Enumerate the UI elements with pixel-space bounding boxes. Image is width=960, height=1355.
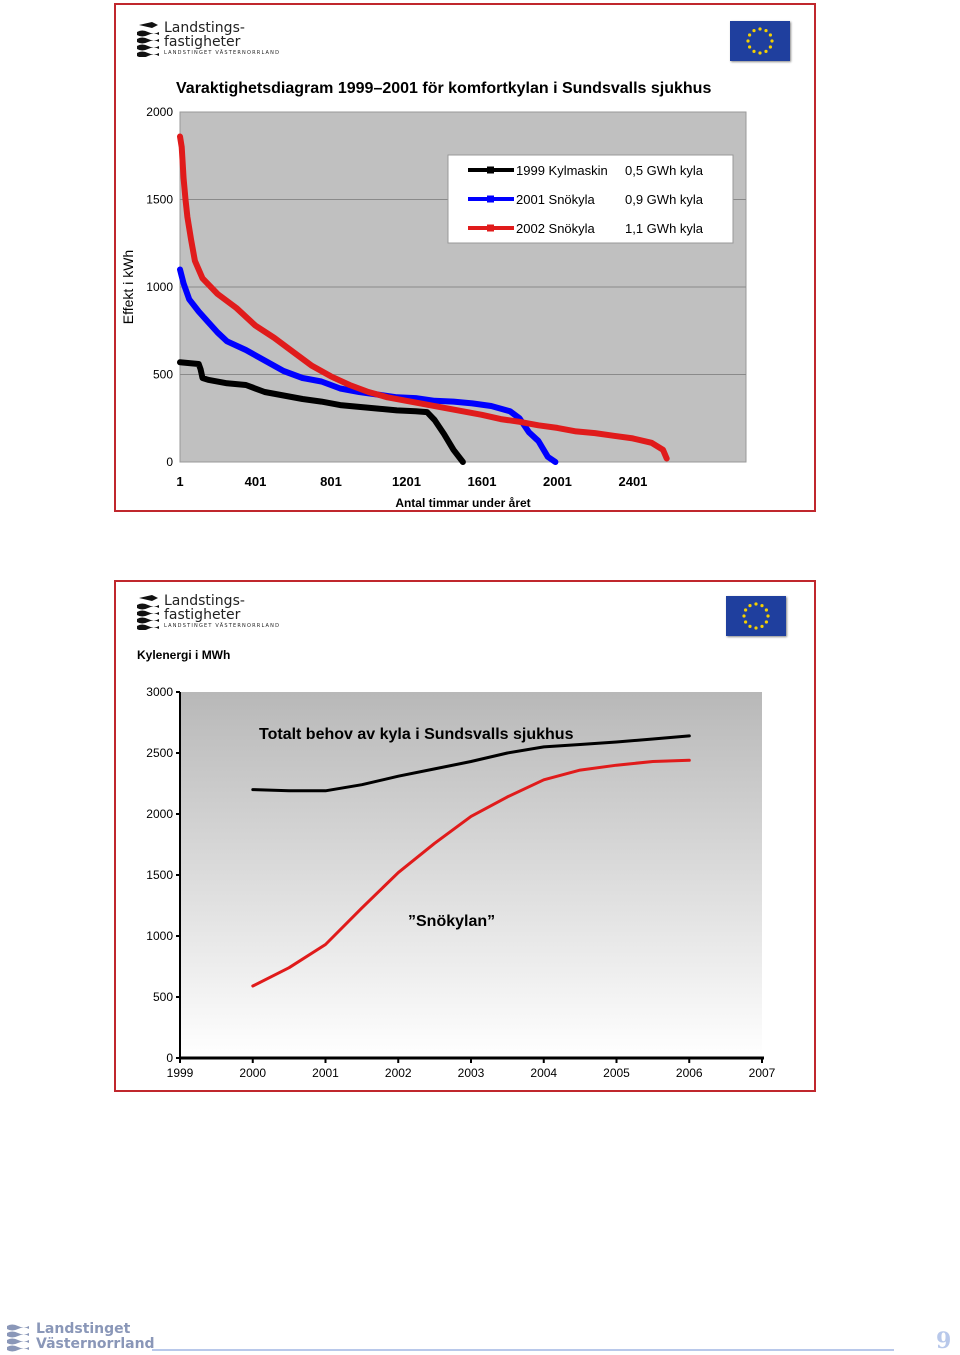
chart2-y-tick: 2500 [146,746,173,760]
chart1-legend-note: 0,9 GWh kyla [625,192,704,207]
annotation-snokylan: ”Snökylan” [408,913,495,930]
eu-star-icon [770,39,774,43]
eu-flag-icon [726,596,786,636]
eu-star-icon [744,608,748,612]
chart2-y-tick: 1500 [146,868,173,882]
eu-star-icon [758,27,762,31]
chart1-legend: 1999 Kylmaskin 0,5 GWh kyla 2001 Snökyla 0,… [447,154,734,244]
landstingsfastigheter-logo: Landstings- fastigheter LANDSTINGET VÄST… [136,594,280,630]
eu-star-icon [748,33,752,37]
chart1-x-axis-label: Antal timmar under året [395,496,530,510]
slide-cooling-energy-chart: Landstings- fastigheter LANDSTINGET VÄST… [114,580,816,1092]
chart2-y-tick: 2000 [146,807,173,821]
chart1-series-line-1 [177,266,559,465]
eu-star-icon [760,624,764,628]
eu-star-icon [764,29,768,33]
chart2-y-tick: 0 [166,1051,173,1065]
eu-star-icon [744,620,748,624]
chart2-x-tick: 2000 [239,1066,266,1080]
chart2-x-tick: 2005 [603,1066,630,1080]
chart2-y-tick: 1000 [146,929,173,943]
chart1-y-tick: 1000 [146,280,173,294]
chart2-x-tick: 2003 [458,1066,485,1080]
chart1-x-tick: 1 [176,474,183,489]
eu-star-icon [748,624,752,628]
logo-line1: Landstings- [164,20,245,36]
chart2-x-tick: 1999 [167,1066,194,1080]
eu-star-icon [742,614,746,618]
chart2-y-tick: 500 [153,990,173,1004]
chart1-legend-label: 2002 Snökyla [516,221,596,236]
chart1-y-tick: 2000 [146,105,173,119]
chart1-y-tick: 500 [153,368,173,382]
chart1-y-tick: 0 [166,455,173,469]
logo-tagline: LANDSTINGET VÄSTERNORRLAND [164,50,281,56]
eu-star-icon [764,620,768,624]
chart1-x-tick: 1201 [392,474,421,489]
eu-star-icon [752,29,756,33]
chart1-legend-label: 1999 Kylmaskin [516,163,608,178]
chart1-legend-marker [487,224,494,232]
footer-logo-line1: Landstinget [36,1321,131,1337]
eu-star-icon [768,45,772,49]
chart1-y-tick: 1500 [146,193,173,207]
chart2-y-axis-label: Kylenergi i MWh [137,648,230,662]
logo-tagline: LANDSTINGET VÄSTERNORRLAND [164,623,281,629]
footer-logo-line2: Västernorrland [36,1336,155,1352]
chart1-x-tick: 2401 [618,474,647,489]
chart1-series-line-2 [177,133,670,462]
annotation-total-demand: Totalt behov av kyla i Sundsvalls sjukhu… [259,726,574,743]
chart1-x-tick: 2001 [543,474,572,489]
chart2-y-tick: 3000 [146,685,173,699]
chart1-legend-note: 0,5 GWh kyla [625,163,704,178]
eu-flag-icon [730,21,790,61]
eu-star-icon [764,49,768,53]
chart1-title: Varaktighetsdiagram 1999–2001 för komfor… [176,80,711,97]
logo-line2: fastigheter [164,607,241,623]
waves-icon [7,1324,29,1352]
cooling-energy-chart: Kylenergi i MWh 0 500 1000 1500 2000 2500 3000… [137,648,776,1080]
page-number: 9 [936,1328,952,1354]
eu-star-icon [748,45,752,49]
footer-divider [152,1349,894,1351]
chart2-x-tick: 2007 [749,1066,776,1080]
chart2-x-tick: 2006 [676,1066,703,1080]
page-footer: Landstinget Västernorrland 9 [0,1310,960,1355]
eu-star-icon [746,39,750,43]
chart2-x-tick: 2004 [530,1066,557,1080]
logo-line1: Landstings- [164,593,245,609]
landstinget-vasternorrland-logo: Landstinget Västernorrland [6,1322,155,1352]
chart1-legend-label: 2001 Snökyla [516,192,596,207]
slide-duration-chart: Landstings- fastigheter LANDSTINGET VÄST… [114,3,816,512]
chart2-plot-area [180,692,762,1058]
chart1-x-tick: 401 [245,474,267,489]
eu-star-icon [752,49,756,53]
chart1-x-tick: 801 [320,474,342,489]
eu-star-icon [760,604,764,608]
logo-line2: fastigheter [164,34,241,50]
chart1-y-axis-label: Effekt i kWh [120,250,136,324]
chart2-x-tick: 2002 [385,1066,412,1080]
eu-star-icon [748,604,752,608]
landstingsfastigheter-logo: Landstings- fastigheter LANDSTINGET VÄST… [136,21,280,57]
duration-chart: Varaktighetsdiagram 1999–2001 för komfor… [120,80,747,510]
eu-star-icon [764,608,768,612]
chart1-legend-marker [487,195,494,203]
chart1-legend-note: 1,1 GWh kyla [625,221,704,236]
eu-star-icon [766,614,770,618]
chart1-x-tick: 1601 [468,474,497,489]
eu-star-icon [754,626,758,630]
chart2-x-tick: 2001 [312,1066,339,1080]
eu-star-icon [754,602,758,606]
fish-waves-icon [137,22,159,57]
chart2-series-line-0 [251,734,691,793]
chart1-legend-marker [487,166,494,174]
eu-star-icon [768,33,772,37]
eu-star-icon [758,51,762,55]
fish-waves-icon [137,595,159,630]
chart1-series-line-0 [177,359,466,465]
chart2-series-line-1 [251,758,691,988]
